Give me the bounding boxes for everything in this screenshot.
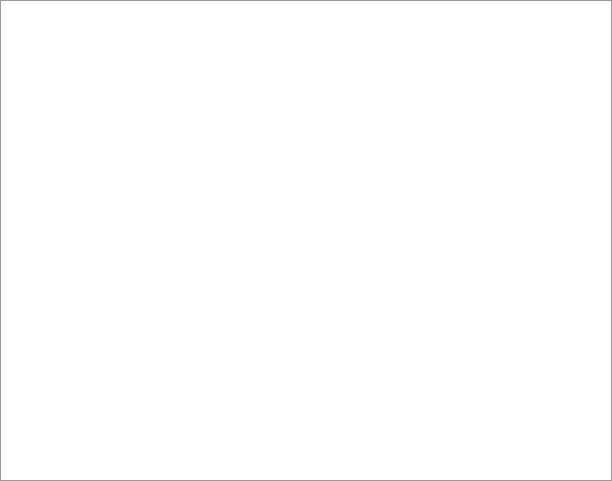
mt4-chart-window (0, 0, 612, 481)
candlestick-chart[interactable] (1, 1, 612, 481)
